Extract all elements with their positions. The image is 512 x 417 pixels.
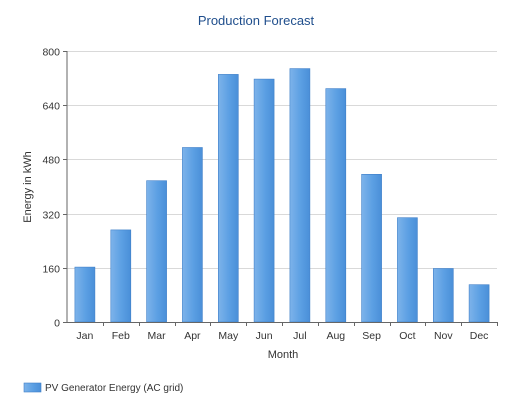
x-tick-label: Nov (434, 330, 453, 342)
y-tick-labels: 0 160 320 480 640 800 (42, 47, 67, 330)
y-tick-label: 160 (42, 264, 60, 276)
bar-sep (361, 174, 382, 323)
x-tick-label: Mar (148, 330, 167, 342)
y-tick-label: 320 (42, 210, 60, 222)
bar-jun (253, 78, 275, 323)
x-tick-label: Oct (399, 330, 415, 342)
legend-label: PV Generator Energy (AC grid) (45, 383, 183, 394)
grid-lines (67, 51, 497, 269)
y-tick-label: 0 (54, 318, 60, 330)
x-tick-label: Feb (112, 330, 130, 342)
legend-swatch (23, 382, 42, 393)
y-tick-label: 480 (42, 155, 60, 167)
bar-aug (325, 88, 347, 323)
x-axis-label: Month (268, 349, 299, 361)
x-tick-label: Aug (326, 330, 345, 342)
x-tick-label: May (218, 330, 239, 342)
bar-nov (432, 268, 454, 323)
legend: PV Generator Energy (AC grid) (23, 382, 183, 394)
bar-dec (468, 284, 490, 323)
x-tick-label: Apr (184, 330, 201, 342)
bar-jan (74, 266, 96, 323)
bar-oct (397, 217, 418, 323)
chart-title: Production Forecast (198, 13, 315, 28)
bar-mar (146, 180, 167, 323)
x-tick-label: Dec (470, 330, 489, 342)
x-tick-labels: Jan Feb Mar Apr May Jun Jul Aug Sep Oct Nov Dec (76, 322, 498, 342)
y-tick-label: 640 (42, 101, 60, 113)
bar-may (218, 74, 239, 323)
bar-apr (182, 147, 203, 323)
x-tick-label: Sep (362, 330, 381, 342)
bar-feb (110, 229, 132, 323)
bar-jul (289, 68, 311, 323)
y-axis-label: Energy in kWh (22, 151, 34, 223)
x-tick-label: Jul (293, 330, 306, 342)
y-tick-label: 800 (42, 47, 60, 59)
x-tick-label: Jan (76, 330, 93, 342)
bars (74, 68, 490, 323)
x-tick-label: Jun (256, 330, 273, 342)
